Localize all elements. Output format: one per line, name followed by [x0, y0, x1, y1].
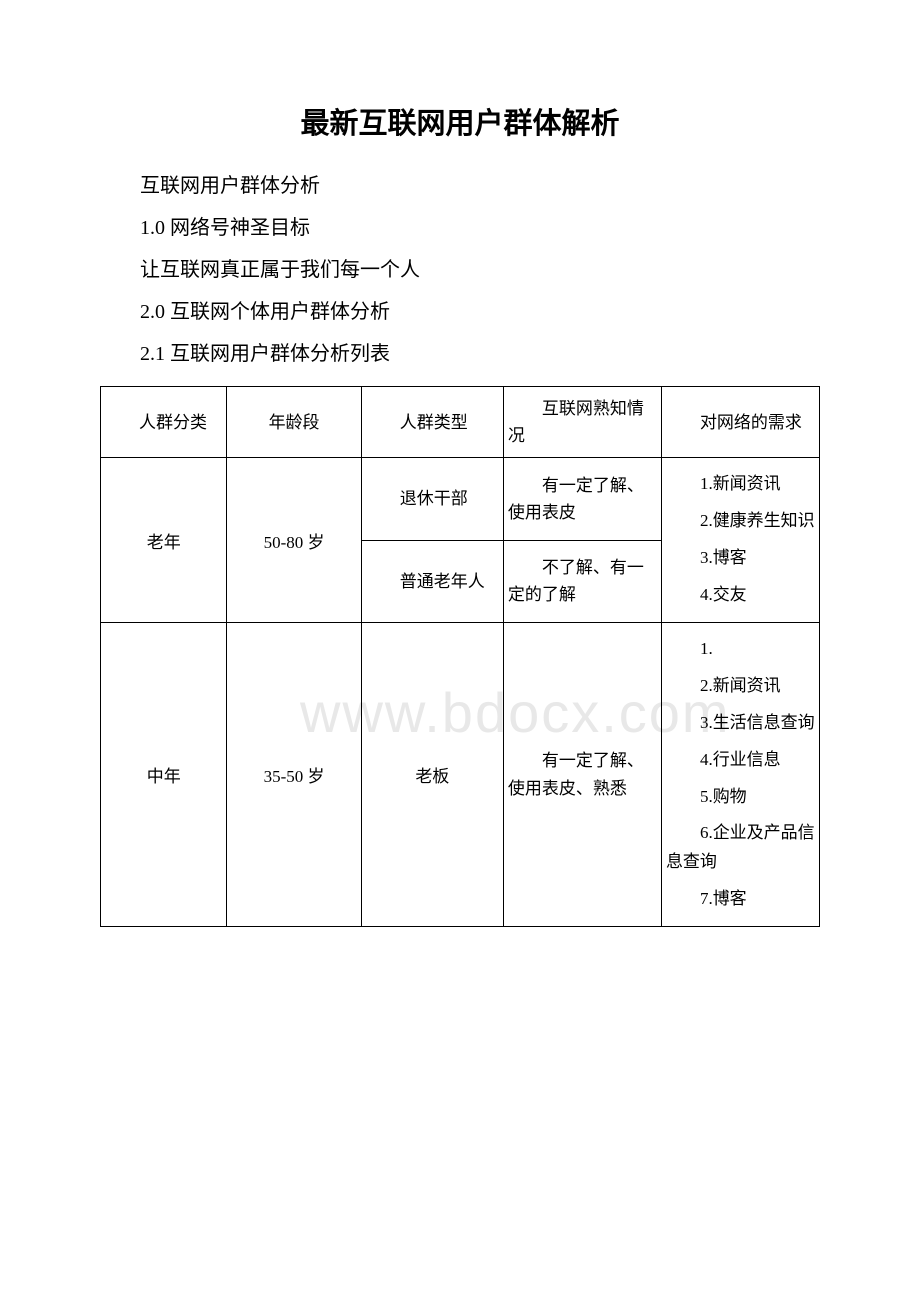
paragraph-section-1-0: 1.0 网络号神圣目标 — [100, 208, 820, 248]
cell-type-ordinary-elderly: 普通老年人 — [361, 540, 503, 622]
header-age: 年龄段 — [227, 387, 361, 458]
cell-age-elderly: 50-80 岁 — [227, 458, 361, 623]
cell-knowledge-retired: 有一定了解、使用表皮 — [503, 458, 661, 540]
needs-item: 3.生活信息查询 — [666, 705, 815, 742]
header-type: 人群类型 — [361, 387, 503, 458]
needs-item: 4.行业信息 — [666, 742, 815, 779]
needs-item: 2.健康养生知识 — [666, 503, 815, 540]
cell-category-elderly: 老年 — [101, 458, 227, 623]
needs-item: 6.企业及产品信息查询 — [666, 815, 815, 881]
paragraph-section-2-1: 2.1 互联网用户群体分析列表 — [100, 334, 820, 374]
needs-item: 4.交友 — [666, 577, 815, 614]
paragraph-section-2-0: 2.0 互联网个体用户群体分析 — [100, 292, 820, 332]
needs-item: 1. — [666, 631, 815, 668]
needs-item: 2.新闻资讯 — [666, 668, 815, 705]
header-needs: 对网络的需求 — [661, 387, 819, 458]
cell-type-retired: 退休干部 — [361, 458, 503, 540]
cell-age-middle: 35-50 岁 — [227, 622, 361, 926]
cell-knowledge-ordinary-elderly: 不了解、有一定的了解 — [503, 540, 661, 622]
paragraph-mission: 让互联网真正属于我们每一个人 — [100, 250, 820, 290]
needs-item: 7.博客 — [666, 881, 815, 918]
table-header-row: 人群分类 年龄段 人群类型 互联网熟知情况 对网络的需求 — [101, 387, 820, 458]
document-title: 最新互联网用户群体解析 — [100, 100, 820, 142]
table-row: 中年 35-50 岁 老板 有一定了解、使用表皮、熟悉 1. 2.新闻资讯 3.… — [101, 622, 820, 926]
needs-item: 1.新闻资讯 — [666, 466, 815, 503]
page-wrapper: www.bdocx.com 最新互联网用户群体解析 互联网用户群体分析 1.0 … — [100, 100, 820, 927]
cell-needs-elderly: 1.新闻资讯 2.健康养生知识 3.博客 4.交友 — [661, 458, 819, 623]
table-row: 老年 50-80 岁 退休干部 有一定了解、使用表皮 1.新闻资讯 2.健康养生… — [101, 458, 820, 540]
paragraph-subtitle: 互联网用户群体分析 — [100, 166, 820, 206]
header-category: 人群分类 — [101, 387, 227, 458]
needs-item: 5.购物 — [666, 779, 815, 816]
analysis-table-container: 人群分类 年龄段 人群类型 互联网熟知情况 对网络的需求 老年 50-80 岁 … — [100, 386, 820, 927]
header-knowledge: 互联网熟知情况 — [503, 387, 661, 458]
cell-category-middle: 中年 — [101, 622, 227, 926]
cell-knowledge-boss: 有一定了解、使用表皮、熟悉 — [503, 622, 661, 926]
cell-type-boss: 老板 — [361, 622, 503, 926]
cell-needs-middle: 1. 2.新闻资讯 3.生活信息查询 4.行业信息 5.购物 6.企业及产品信息… — [661, 622, 819, 926]
analysis-table: 人群分类 年龄段 人群类型 互联网熟知情况 对网络的需求 老年 50-80 岁 … — [100, 386, 820, 927]
needs-item: 3.博客 — [666, 540, 815, 577]
